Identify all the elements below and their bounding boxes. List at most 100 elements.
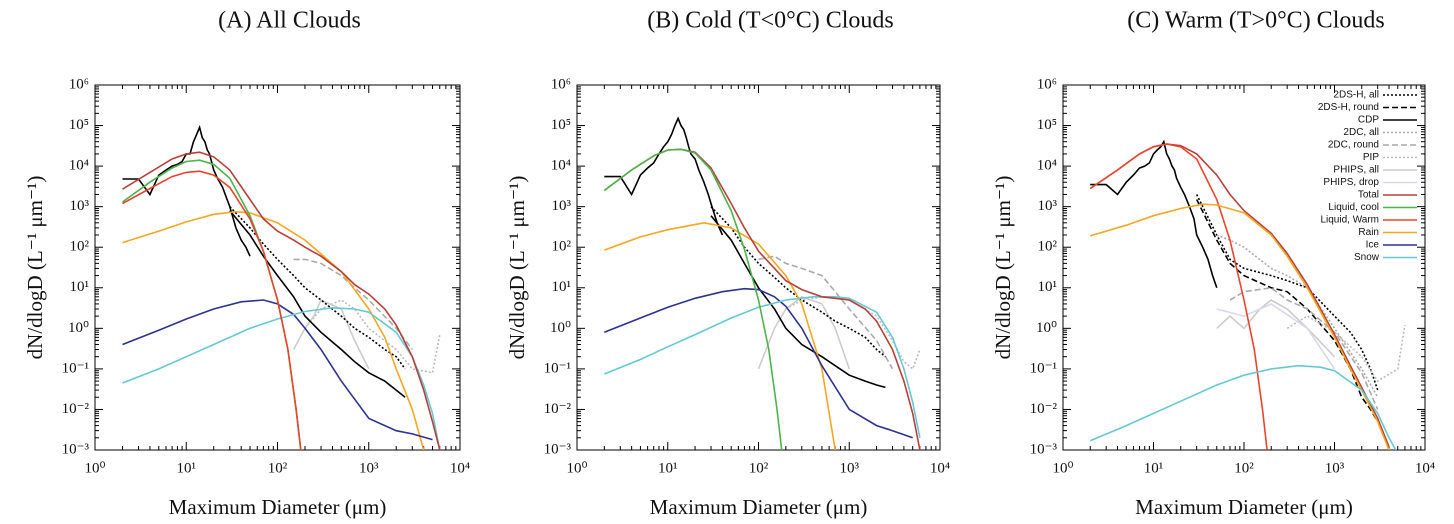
series-line [1195, 194, 1379, 391]
x-axis-label: Maximum Diameter (μm) [650, 495, 868, 519]
y-tick-label: 10⁻² [62, 401, 90, 417]
legend-label: Ice [1366, 240, 1380, 251]
series-line [604, 221, 836, 450]
y-tick-label: 10⁻¹ [62, 360, 89, 376]
y-tick-label: 10³ [1038, 198, 1058, 214]
y-tick-label: 10⁴ [1037, 158, 1057, 174]
y-tick-label: 10⁻¹ [544, 360, 571, 376]
x-tick-label: 10³ [359, 460, 379, 476]
series-line [603, 148, 783, 450]
panel: (C) Warm (T>0°C) Clouds Maximum Diameter … [991, 8, 1435, 519]
x-tick-label: 10⁰ [566, 460, 587, 476]
y-tick-label: 10⁵ [1037, 117, 1057, 133]
plot-frame [576, 84, 941, 451]
y-axis-label: dN/dlogD (L⁻¹ μm⁻¹) [991, 176, 1015, 360]
y-tick-label: 10⁻¹ [1030, 360, 1057, 376]
legend-label: CDP [1358, 115, 1379, 126]
panel-title: (A) All Clouds [218, 8, 361, 34]
y-tick-label: 10³ [552, 198, 572, 214]
legend-label: 2DC, round [1328, 140, 1379, 151]
legend-label: 2DC, all [1343, 127, 1379, 138]
series-line [122, 210, 425, 450]
y-tick-label: 10⁶ [69, 76, 89, 92]
x-axis-label: Maximum Diameter (μm) [1135, 495, 1353, 519]
x-tick-label: 10² [268, 460, 288, 476]
y-tick-label: 10⁵ [551, 117, 571, 133]
legend-label: Liquid, Warm [1320, 215, 1379, 226]
y-tick-label: 10² [1038, 239, 1058, 255]
y-tick-label: 10¹ [70, 279, 90, 295]
y-tick-label: 10⁰ [550, 320, 571, 336]
series-line [1216, 302, 1336, 370]
legend-label: Rain [1358, 227, 1379, 238]
y-tick-label: 10² [552, 239, 572, 255]
panel-title: (C) Warm (T>0°C) Clouds [1127, 8, 1384, 34]
series-line [122, 170, 302, 450]
panel: (A) All Clouds Maximum Diameter (μm) dN/dl… [23, 8, 470, 519]
series-line [122, 299, 433, 441]
series-line [604, 295, 921, 438]
series-line [603, 148, 921, 450]
y-tick-label: 10⁵ [69, 117, 89, 133]
y-tick-label: 10⁰ [1036, 320, 1057, 336]
series-line [1089, 364, 1397, 450]
legend-label: Total [1358, 190, 1379, 201]
x-tick-label: 10³ [1325, 460, 1345, 476]
x-tick-label: 10⁴ [450, 460, 470, 476]
x-tick-label: 10⁴ [1415, 460, 1435, 476]
legend-label: PHIPS, all [1333, 165, 1379, 176]
series-line [122, 159, 302, 450]
y-tick-label: 10⁶ [1037, 76, 1057, 92]
x-tick-label: 10⁴ [930, 460, 950, 476]
series-line [122, 151, 441, 450]
y-tick-label: 10⁻² [1030, 401, 1058, 417]
legend-label: Liquid, cool [1328, 202, 1379, 213]
x-tick-label: 10¹ [1144, 460, 1164, 476]
y-tick-label: 10⁶ [551, 76, 571, 92]
series-line [229, 210, 406, 398]
y-tick-label: 10¹ [552, 279, 572, 295]
series-line [304, 299, 441, 374]
x-tick-label: 10⁰ [1052, 460, 1073, 476]
x-tick-label: 10⁰ [84, 460, 105, 476]
series-line [757, 295, 851, 370]
series-line [1089, 143, 1268, 450]
x-tick-label: 10² [1234, 460, 1254, 476]
y-tick-label: 10⁰ [68, 320, 89, 336]
series-line [1089, 143, 1390, 448]
legend-label: PHIPS, drop [1323, 177, 1379, 188]
x-tick-label: 10¹ [658, 460, 678, 476]
plot-frame [94, 84, 461, 451]
series-line [122, 306, 441, 450]
legend-label: 2DS-H, round [1318, 102, 1379, 113]
series-line [1089, 203, 1390, 450]
series-line [758, 255, 894, 370]
y-axis-label: dN/dlogD (L⁻¹ μm⁻¹) [505, 176, 529, 360]
x-tick-label: 10² [749, 460, 769, 476]
x-axis-label: Maximum Diameter (μm) [169, 495, 387, 519]
y-tick-label: 10¹ [1038, 279, 1058, 295]
series-line [1286, 315, 1406, 383]
y-tick-label: 10² [70, 239, 90, 255]
series-line [1090, 139, 1218, 289]
series-line [1229, 286, 1379, 410]
series-line [710, 215, 886, 389]
legend-label: Snow [1354, 252, 1380, 263]
y-tick-label: 10⁴ [69, 158, 89, 174]
series-line [604, 287, 913, 439]
legend-label: PIP [1363, 152, 1379, 163]
series-line [604, 116, 724, 236]
legend-label: 2DS-H, all [1333, 90, 1379, 101]
y-tick-label: 10⁻³ [544, 441, 572, 457]
y-axis-label: dN/dlogD (L⁻¹ μm⁻¹) [23, 176, 47, 360]
y-tick-label: 10⁻³ [62, 441, 90, 457]
series-line [293, 258, 413, 350]
series-line [1216, 299, 1336, 358]
panel: (B) Cold (T<0°C) Clouds Maximum Diameter … [505, 8, 950, 519]
series-line [1216, 234, 1379, 398]
y-tick-label: 10⁻³ [1030, 441, 1058, 457]
panel-title: (B) Cold (T<0°C) Clouds [647, 8, 893, 34]
y-tick-label: 10³ [70, 198, 90, 214]
